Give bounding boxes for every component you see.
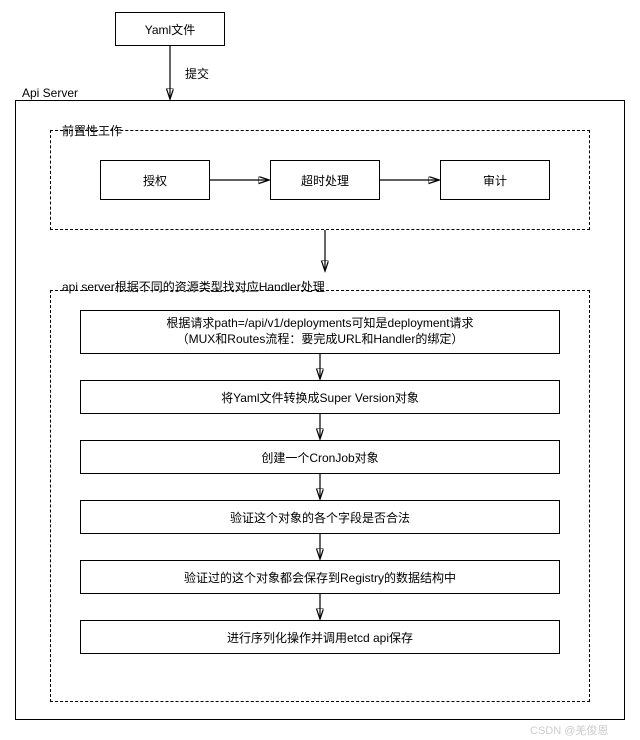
- step-3: 创建一个CronJob对象: [80, 440, 560, 474]
- audit-box: 审计: [440, 160, 550, 200]
- timeout-box: 超时处理: [270, 160, 380, 200]
- step-1-label: 根据请求path=/api/v1/deployments可知是deploymen…: [166, 316, 473, 347]
- step-6: 进行序列化操作并调用etcd api保存: [80, 620, 560, 654]
- api-server-label: Api Server: [22, 86, 78, 100]
- auth-label: 授权: [143, 172, 167, 189]
- step-4: 验证这个对象的各个字段是否合法: [80, 500, 560, 534]
- step-1: 根据请求path=/api/v1/deployments可知是deploymen…: [80, 310, 560, 354]
- step-2: 将Yaml文件转换成Super Version对象: [80, 380, 560, 414]
- watermark: CSDN @羌俊恩: [530, 722, 608, 738]
- diagram-container: Yaml文件 提交 Api Server 前置性工作 授权 超时处理 审计 ap…: [10, 10, 630, 730]
- step-3-label: 创建一个CronJob对象: [261, 449, 378, 466]
- step-5: 验证过的这个对象都会保存到Registry的数据结构中: [80, 560, 560, 594]
- step-2-label: 将Yaml文件转换成Super Version对象: [221, 389, 419, 406]
- yaml-box: Yaml文件: [115, 12, 225, 46]
- auth-box: 授权: [100, 160, 210, 200]
- step-6-label: 进行序列化操作并调用etcd api保存: [227, 629, 413, 646]
- step-4-label: 验证这个对象的各个字段是否合法: [230, 509, 410, 526]
- step-5-label: 验证过的这个对象都会保存到Registry的数据结构中: [184, 569, 456, 586]
- watermark-text: CSDN @羌俊恩: [530, 725, 608, 737]
- submit-label: 提交: [185, 65, 209, 82]
- submit-text: 提交: [185, 67, 209, 81]
- yaml-label: Yaml文件: [145, 21, 195, 38]
- timeout-label: 超时处理: [301, 172, 349, 189]
- audit-label: 审计: [483, 172, 507, 189]
- api-server-text: Api Server: [22, 86, 78, 100]
